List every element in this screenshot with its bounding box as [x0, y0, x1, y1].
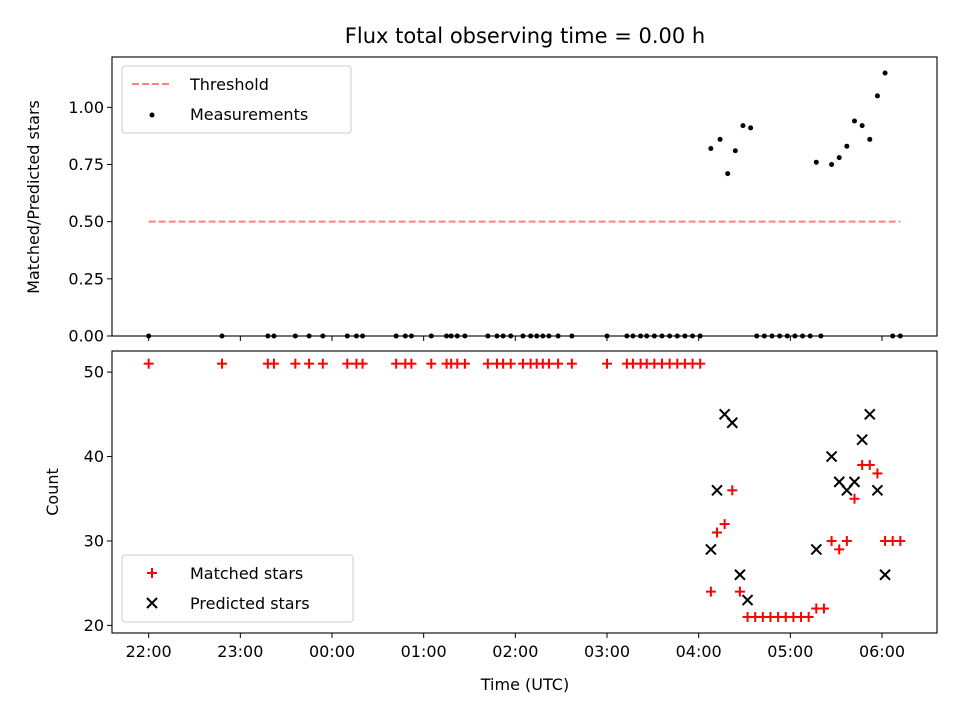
measurement-point [836, 155, 842, 161]
bottom-x-axis-label: Time (UTC) [480, 675, 569, 694]
measurement-point [748, 125, 754, 131]
predicted-star-point [726, 417, 738, 429]
bottom-x-tick-label: 23:00 [217, 642, 263, 661]
bottom-legend: Matched stars Predicted stars [121, 554, 354, 623]
matched-star-point [727, 485, 738, 496]
measurement-point [740, 123, 746, 129]
bottom-x-tick-label: 01:00 [401, 642, 447, 661]
matched-star-point [872, 468, 883, 479]
top-plot-area: 0.00 0.25 0.50 0.75 1.00 [68, 70, 903, 346]
matched-star-point [803, 611, 814, 622]
legend-measurements-label: Measurements [190, 105, 308, 124]
matched-star-point [317, 358, 328, 369]
bottom-x-tick-label: 00:00 [309, 642, 355, 661]
legend-predicted-label: Predicted stars [190, 594, 310, 613]
bottom-y-tick-label: 20 [84, 616, 104, 635]
measurement-point [874, 93, 880, 99]
measurement-point [867, 136, 873, 142]
matched-star-point [426, 358, 437, 369]
matched-star-point [849, 493, 860, 504]
legend-matched-swatch [147, 568, 157, 578]
matched-star-point [864, 459, 875, 470]
legend-predicted-swatch [146, 597, 158, 609]
top-axes-frame [111, 56, 938, 337]
matched-star-point [342, 358, 353, 369]
predicted-star-point [825, 450, 838, 463]
measurement-point [813, 159, 819, 165]
bottom-legend-box [121, 554, 354, 623]
matched-star-point [719, 519, 730, 530]
bottom-y-axis-label: Count [43, 468, 62, 516]
predicted-star-point [864, 408, 876, 421]
bottom-x-tick-label: 05:00 [767, 642, 813, 661]
matched-star-point [304, 358, 315, 369]
matched-star-point [217, 358, 227, 369]
measurement-point [732, 148, 738, 154]
bottom-y-tick-label: 50 [84, 363, 104, 382]
predicted-star-point [848, 476, 861, 488]
top-y-tick-label: 0.25 [68, 269, 104, 288]
bottom-x-tick-label: 04:00 [676, 642, 722, 661]
bottom-x-tick-label: 06:00 [859, 642, 905, 661]
measurement-point [859, 123, 865, 129]
bottom-axes-frame [111, 350, 938, 634]
matched-star-point [406, 358, 417, 369]
matched-star-point [459, 358, 470, 369]
predicted-star-point [705, 543, 717, 556]
matched-star-point [553, 358, 564, 369]
predicted-star-point [711, 484, 723, 497]
matched-star-point [834, 544, 845, 555]
bottom-x-tick-label: 22:00 [126, 642, 172, 661]
matched-star-point [602, 358, 612, 369]
bottom-plot-area: 20 30 40 50 22:00 23:00 00:00 01:00 02:00 03:00 04… [84, 358, 906, 661]
matched-star-point [268, 358, 279, 369]
legend-threshold-label: Threshold [189, 75, 269, 94]
matched-star-point [841, 535, 852, 546]
measurement-point [829, 161, 835, 167]
matched-star-point [826, 535, 837, 546]
matched-star-point [734, 586, 745, 597]
top-y-axis-label: Matched/Predicted stars [24, 100, 43, 294]
matched-star-point [818, 603, 829, 614]
matched-star-point [505, 358, 516, 369]
matched-star-point [482, 358, 493, 369]
predicted-star-point [871, 484, 884, 497]
measurement-point [725, 171, 731, 177]
matched-star-point [712, 527, 722, 538]
bottom-y-tick-label: 40 [84, 447, 104, 466]
predicted-star-point [741, 594, 754, 606]
top-legend-box [121, 65, 352, 134]
top-legend: Threshold Measurements [121, 65, 352, 134]
top-y-tick-label: 0.00 [68, 327, 104, 346]
matched-star-point [705, 586, 716, 597]
matched-star-point [290, 358, 301, 369]
bottom-y-tick-label: 30 [84, 531, 104, 550]
predicted-star-point [856, 433, 868, 446]
matched-star-point [695, 358, 706, 369]
measurement-point [844, 143, 850, 149]
matched-star-point [566, 358, 577, 369]
matched-star-point [357, 358, 368, 369]
bottom-x-tick-label: 03:00 [584, 642, 630, 661]
matched-star-point [143, 358, 154, 369]
measurement-point [717, 136, 723, 142]
legend-measurements-swatch [149, 112, 155, 118]
predicted-star-point [810, 543, 823, 556]
legend-matched-label: Matched stars [190, 564, 303, 583]
top-y-tick-label: 1.00 [68, 98, 104, 117]
matched-star-point [895, 535, 906, 546]
top-chart-title: Flux total observing time = 0.00 h [345, 24, 705, 48]
measurement-point [882, 70, 888, 76]
top-y-tick-label: 0.50 [68, 212, 104, 231]
matched-star-point [391, 358, 402, 369]
predicted-star-point [879, 569, 891, 581]
bottom-x-tick-label: 02:00 [492, 642, 538, 661]
measurement-point [852, 118, 857, 124]
top-y-tick-label: 0.75 [68, 155, 104, 174]
matched-star-point [543, 358, 554, 369]
predicted-star-point [734, 569, 746, 581]
measurement-point [708, 145, 714, 151]
